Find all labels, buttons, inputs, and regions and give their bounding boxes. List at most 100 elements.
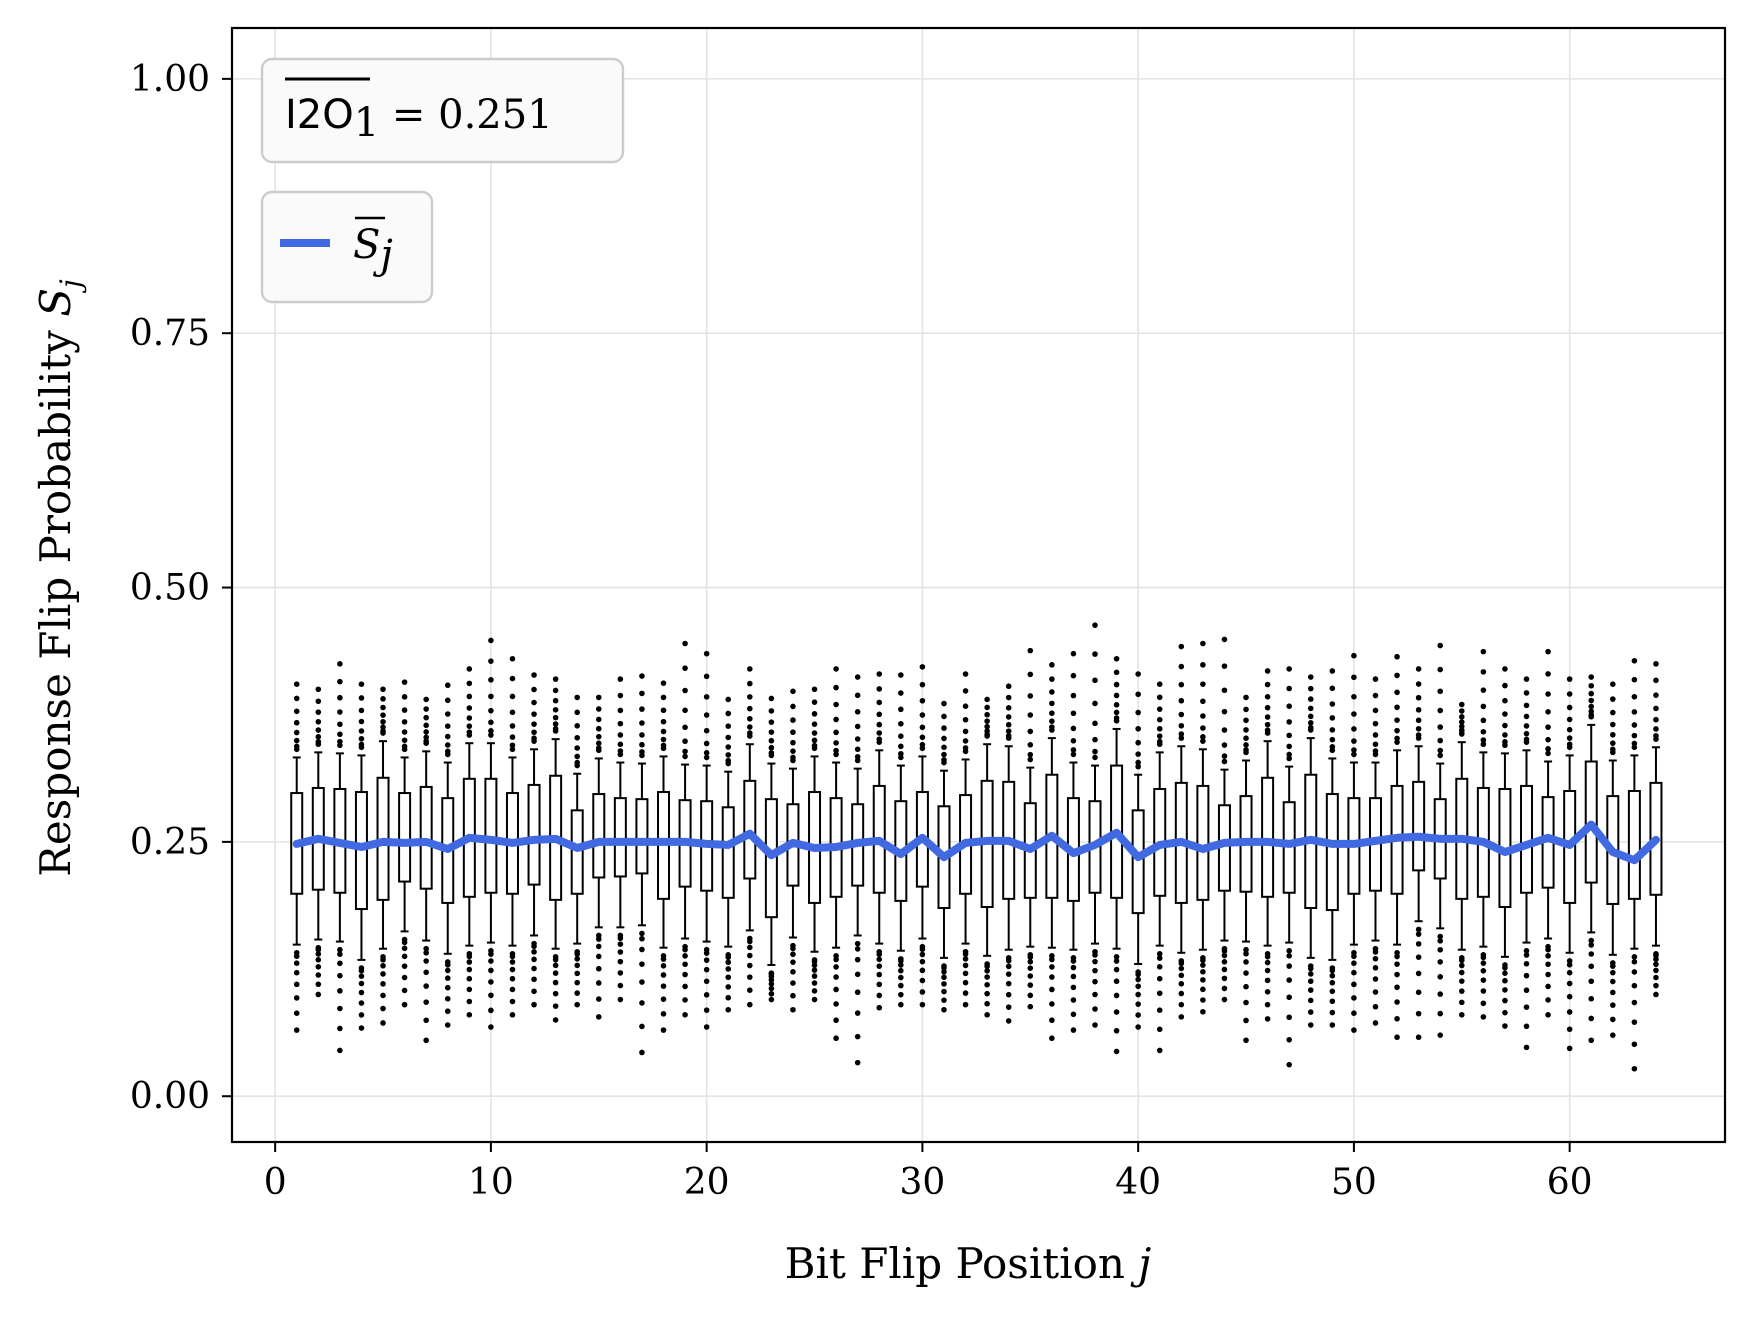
outlier-point — [1221, 959, 1228, 965]
outlier-point — [1135, 725, 1141, 732]
outlier-point — [768, 990, 775, 997]
outlier-point — [1264, 727, 1271, 734]
outlier-point — [898, 672, 904, 678]
outlier-point — [488, 658, 494, 664]
outlier-point — [1200, 962, 1206, 968]
outlier-point — [1135, 709, 1141, 716]
outlier-point — [1005, 980, 1012, 987]
outlier-point — [1070, 751, 1077, 758]
outlier-point — [790, 754, 796, 761]
outlier-point — [617, 741, 624, 748]
outlier-point — [466, 998, 473, 1005]
outlier-point — [1070, 973, 1077, 980]
axis-ticks: 0 10 20 30 40 50 60 0.00 0.25 0.50 0.75 1.00 — [130, 59, 1593, 1203]
outlier-point — [768, 737, 775, 744]
outlier-point — [1286, 755, 1292, 762]
outlier-point — [1092, 978, 1098, 985]
outlier-point — [833, 729, 839, 736]
outlier-point — [1458, 1012, 1465, 1018]
outlier-point — [617, 941, 624, 947]
outlier-point — [984, 711, 990, 718]
outlier-point — [984, 696, 990, 703]
outlier-point — [444, 995, 451, 1002]
outlier-point — [1178, 1014, 1185, 1020]
outlier-point — [1221, 727, 1228, 733]
outlier-point — [574, 722, 581, 729]
outlier-point — [1156, 738, 1163, 745]
outlier-point — [639, 690, 645, 697]
outlier-point — [682, 748, 688, 755]
outlier-point — [315, 956, 322, 963]
outlier-point — [962, 951, 969, 957]
outlier-point — [660, 963, 667, 969]
outlier-point — [595, 725, 602, 732]
outlier-point — [790, 980, 796, 986]
outlier-point — [488, 1024, 494, 1030]
outlier-point — [639, 930, 645, 937]
outlier-point — [1221, 708, 1228, 715]
outlier-point — [574, 759, 581, 766]
outlier-point — [1264, 959, 1271, 966]
outlier-point — [919, 681, 926, 688]
outlier-point — [725, 974, 732, 981]
outlier-point — [1156, 706, 1163, 712]
outlier-point — [293, 719, 300, 726]
outlier-point — [1178, 980, 1185, 987]
outlier-point — [444, 697, 451, 704]
outlier-point — [488, 677, 494, 683]
outlier-point — [1200, 640, 1206, 647]
outlier-point — [984, 974, 990, 980]
outlier-point — [1566, 735, 1573, 741]
outlier-point — [1566, 1026, 1573, 1033]
outlier-point — [552, 1003, 559, 1009]
outlier-point — [1523, 730, 1530, 737]
outlier-point — [1502, 739, 1508, 745]
outlier-point — [1049, 956, 1055, 963]
outlier-point — [725, 696, 732, 703]
outlier-point — [1307, 978, 1314, 985]
outlier-point — [1135, 976, 1141, 983]
outlier-point — [531, 949, 537, 955]
outlier-point — [595, 965, 602, 972]
outlier-point — [919, 741, 926, 748]
outlier-point — [1049, 964, 1055, 970]
outlier-point — [1307, 987, 1314, 993]
outlier-point — [1437, 974, 1444, 980]
outlier-point — [962, 990, 969, 996]
outlier-point — [595, 953, 602, 960]
outlier-point — [315, 734, 322, 740]
box-body — [398, 792, 412, 883]
outlier-point — [703, 740, 710, 747]
outlier-point — [488, 1007, 494, 1014]
outlier-point — [337, 960, 343, 967]
outlier-point — [1070, 1011, 1077, 1018]
outlier-point — [1523, 736, 1530, 743]
outlier-point — [1394, 999, 1400, 1005]
outlier-point — [1437, 724, 1444, 730]
outlier-point — [1502, 977, 1508, 984]
outlier-point — [1243, 717, 1249, 724]
outlier-point — [1588, 690, 1595, 697]
outlier-point — [703, 727, 710, 734]
outlier-point — [703, 673, 710, 680]
outlier-point — [768, 695, 775, 702]
outlier-point — [1221, 742, 1228, 748]
outlier-point — [660, 956, 667, 962]
outlier-point — [1372, 1020, 1379, 1026]
x-axis-label-text: Bit Flip Position — [785, 1239, 1139, 1288]
outlier-point — [380, 971, 386, 977]
outlier-point — [703, 754, 710, 761]
outlier-point — [660, 718, 667, 725]
outlier-point — [1631, 676, 1638, 683]
box-body — [527, 783, 541, 886]
outlier-point — [1502, 711, 1508, 717]
outlier-point — [1394, 704, 1400, 711]
outlier-point — [1610, 989, 1616, 996]
outlier-point — [509, 723, 516, 729]
outlier-point — [1286, 751, 1292, 758]
outlier-point — [703, 978, 710, 985]
outlier-point — [1653, 705, 1659, 712]
outlier-point — [1631, 982, 1638, 989]
y-tick-label: 0.75 — [130, 313, 210, 354]
outlier-point — [1156, 1026, 1163, 1033]
